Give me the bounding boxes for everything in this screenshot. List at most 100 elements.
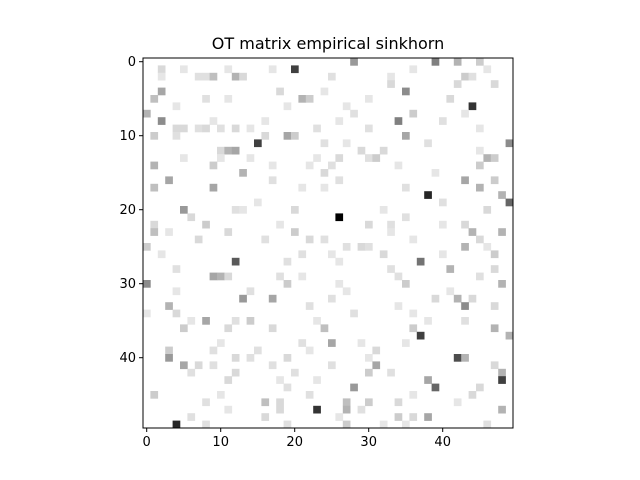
heatmap-cell — [231, 317, 240, 325]
heatmap-cell — [402, 87, 410, 96]
heatmap-cell — [165, 346, 173, 355]
heatmap-cell — [476, 183, 484, 192]
heatmap-cell — [180, 206, 188, 214]
heatmap-cell — [172, 287, 181, 296]
heatmap-cell — [490, 302, 499, 310]
heatmap-cell — [490, 250, 499, 259]
x-axis: 0 10 20 30 40 — [143, 428, 451, 450]
heatmap-cell — [194, 72, 203, 81]
heatmap-cell — [468, 294, 477, 303]
heatmap-cell — [143, 309, 151, 318]
heatmap-cell — [439, 198, 447, 207]
heatmap-cell — [276, 87, 284, 96]
heatmap-cell — [172, 309, 181, 318]
heatmap-cell — [387, 368, 395, 377]
heatmap-cell — [239, 169, 247, 177]
heatmap-cell — [461, 220, 469, 229]
heatmap-cell — [431, 169, 440, 177]
heatmap-cell — [187, 413, 196, 421]
heatmap-cell — [217, 124, 225, 133]
heatmap-cell — [254, 198, 262, 207]
heatmap-cell — [424, 191, 432, 199]
heatmap-cell — [298, 95, 307, 103]
heatmap-cell — [298, 183, 307, 192]
heatmap-cell — [320, 139, 329, 148]
heatmap-cell — [409, 391, 418, 399]
heatmap-cell — [468, 72, 477, 81]
heatmap-cell — [372, 346, 381, 355]
heatmap-cell — [276, 398, 284, 407]
heatmap-cell — [453, 398, 462, 407]
heatmap-cell — [217, 146, 225, 155]
heatmap-cell — [498, 280, 506, 288]
heatmap-cell — [180, 361, 188, 370]
heatmap-cell — [365, 154, 373, 162]
heatmap-cell — [350, 309, 358, 318]
heatmap-cell — [313, 405, 321, 414]
heatmap-cell — [231, 72, 240, 81]
heatmap-cell — [424, 139, 432, 148]
x-tick-label: 40 — [434, 435, 451, 450]
heatmap-cell — [483, 420, 492, 429]
heatmap-cell — [357, 146, 366, 155]
heatmap-cell — [490, 80, 499, 88]
heatmap-cell — [305, 95, 314, 103]
heatmap-cell — [505, 198, 514, 207]
heatmap-cell — [379, 420, 388, 429]
heatmap-cell — [305, 346, 314, 355]
heatmap-cell — [157, 87, 166, 96]
heatmap-cell — [268, 161, 277, 170]
heatmap-cell — [291, 65, 299, 74]
heatmap-cell — [157, 250, 166, 259]
heatmap-cell — [402, 339, 410, 347]
heatmap-cell — [202, 398, 210, 407]
heatmap-cell — [224, 376, 233, 384]
heatmap-cell — [394, 161, 403, 170]
heatmap-cell — [291, 228, 299, 236]
heatmap-cell — [231, 257, 240, 266]
chart-title: OT matrix empirical sinkhorn — [212, 34, 444, 53]
heatmap-cell — [439, 117, 447, 125]
heatmap-cell — [187, 368, 196, 377]
heatmap-cell — [490, 324, 499, 333]
heatmap-cell — [335, 280, 344, 288]
heatmap-cell — [231, 146, 240, 155]
heatmap-cell — [402, 213, 410, 222]
heatmap-cell — [461, 354, 469, 362]
heatmap-cell — [246, 354, 255, 362]
heatmap-cell — [342, 102, 351, 111]
heatmap-cell — [468, 102, 477, 111]
heatmap-cell — [320, 183, 329, 192]
heatmap-cell — [283, 280, 292, 288]
heatmap-cell — [320, 324, 329, 333]
heatmap-cell — [328, 250, 336, 259]
heatmap-cell — [261, 413, 270, 421]
heatmap-cell — [187, 317, 196, 325]
heatmap-cell — [268, 294, 277, 303]
heatmap-cell — [372, 361, 381, 370]
heatmap-cell — [350, 383, 358, 392]
heatmap-cell — [283, 132, 292, 140]
heatmap-cell — [187, 213, 196, 222]
heatmap-cell — [254, 139, 262, 148]
heatmap-cell — [357, 339, 366, 347]
heatmap-cell — [291, 368, 299, 377]
heatmap-cell — [350, 58, 358, 66]
heatmap-cell — [283, 383, 292, 392]
heatmap-cell — [172, 132, 181, 140]
heatmap-cell — [150, 183, 159, 192]
heatmap-cell — [172, 102, 181, 111]
heatmap-cell — [335, 213, 344, 222]
heatmap-cell — [246, 154, 255, 162]
heatmap-cell — [498, 191, 506, 199]
heatmap-cell — [194, 361, 203, 370]
heatmap-cell — [498, 405, 506, 414]
heatmap-cell — [365, 95, 373, 103]
heatmap-cell — [335, 176, 344, 185]
heatmap-cell — [379, 250, 388, 259]
heatmap-cell — [202, 95, 210, 103]
heatmap-cell — [150, 132, 159, 140]
x-tick-label: 10 — [212, 435, 229, 450]
heatmap-cell — [261, 235, 270, 244]
heatmap-cell — [305, 161, 314, 170]
